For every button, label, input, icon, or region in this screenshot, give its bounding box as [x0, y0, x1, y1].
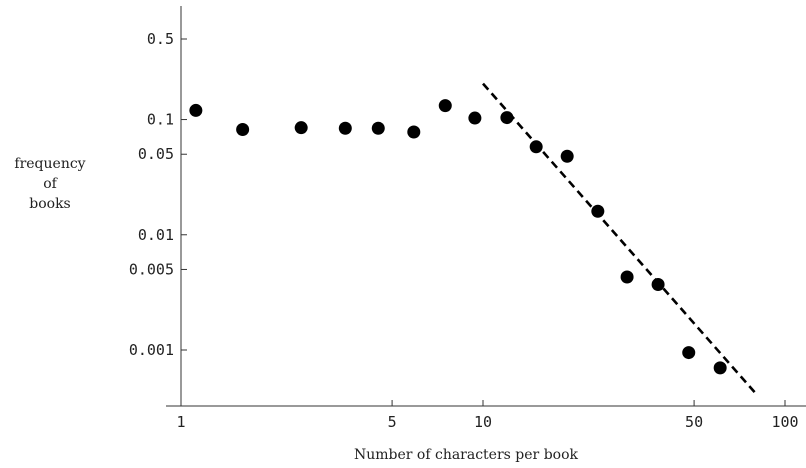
- y-tick-label: 0.05: [138, 145, 174, 163]
- x-tick-label: 10: [474, 413, 492, 431]
- data-point: [338, 121, 352, 135]
- data-point: [591, 204, 605, 218]
- y-axis-title-line-2: of: [43, 176, 58, 192]
- y-tick-label: 0.01: [138, 226, 174, 244]
- data-points: [189, 99, 727, 375]
- data-point: [407, 125, 421, 139]
- y-tick-label: 0.005: [129, 260, 174, 278]
- y-tick-label: 0.1: [147, 111, 174, 129]
- data-point: [189, 103, 203, 117]
- data-point: [651, 278, 665, 292]
- data-point: [560, 149, 574, 163]
- y-ticks: 0.5 0.1 0.05 0.01 0.005 0.001: [129, 30, 187, 359]
- x-tick-label: 5: [388, 413, 397, 431]
- fit-line: [482, 82, 757, 395]
- x-tick-label: 50: [685, 413, 703, 431]
- y-axis-title-line-3: books: [29, 196, 71, 212]
- data-point: [468, 111, 482, 125]
- x-axis-title: Number of characters per book: [354, 447, 579, 463]
- data-point: [294, 121, 308, 135]
- data-point: [529, 140, 543, 154]
- data-point: [236, 122, 250, 136]
- data-point: [620, 270, 634, 284]
- y-axis-title-line-1: frequency: [14, 156, 85, 172]
- data-point: [438, 99, 452, 113]
- x-tick-label: 1: [176, 413, 185, 431]
- data-point: [713, 361, 727, 375]
- data-point: [682, 346, 696, 360]
- y-tick-label: 0.001: [129, 341, 174, 359]
- data-point: [371, 121, 385, 135]
- x-tick-label: 100: [771, 413, 798, 431]
- y-tick-label: 0.5: [147, 30, 174, 48]
- x-ticks: 1 5 10 50 100: [176, 400, 799, 431]
